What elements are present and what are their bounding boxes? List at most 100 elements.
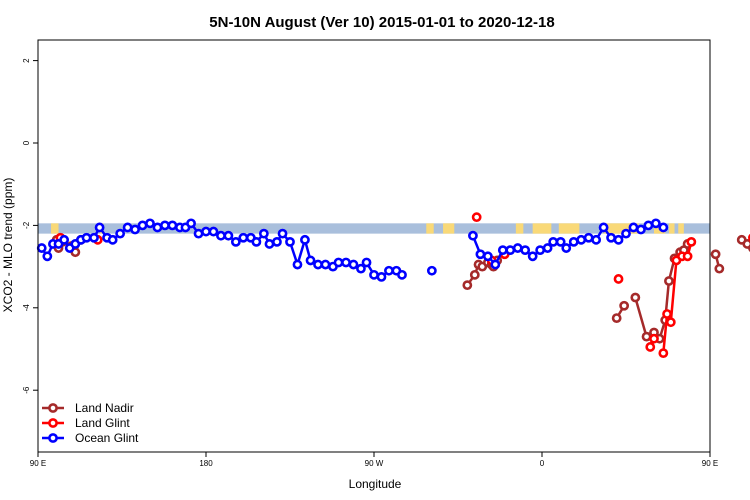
data-point xyxy=(42,251,53,262)
data-point xyxy=(348,259,359,270)
data-point xyxy=(576,234,587,245)
data-point xyxy=(376,271,387,282)
data-point xyxy=(36,243,47,253)
series-land-nadir xyxy=(51,234,750,344)
data-point xyxy=(645,342,656,352)
data-point xyxy=(277,228,288,239)
data-point xyxy=(426,265,437,276)
legend-label: Land Glint xyxy=(75,416,130,430)
data-point xyxy=(107,234,118,245)
data-point xyxy=(613,234,624,245)
data-point xyxy=(628,222,639,233)
x-axis: 90 E 180 90 W 0 90 E xyxy=(30,452,718,468)
data-point xyxy=(201,226,211,237)
data-point xyxy=(471,212,482,223)
ocean-band xyxy=(38,223,710,234)
data-point xyxy=(272,236,282,247)
data-point xyxy=(658,222,669,233)
data-point xyxy=(613,274,624,284)
data-point xyxy=(591,234,602,245)
legend-label: Ocean Glint xyxy=(75,431,139,445)
data-point xyxy=(682,251,693,262)
data-point xyxy=(216,230,226,241)
data-point xyxy=(81,232,92,243)
data-point xyxy=(258,228,269,239)
data-point xyxy=(152,222,163,233)
land-band xyxy=(515,223,524,234)
data-point xyxy=(482,251,493,262)
y-tick-label: -6 xyxy=(22,386,31,394)
data-point xyxy=(130,224,140,235)
plot-frame xyxy=(37,39,711,453)
legend-label: Land Nadir xyxy=(75,401,134,415)
land-band xyxy=(443,223,455,234)
y-tick-label: 0 xyxy=(22,140,31,145)
data-point xyxy=(193,228,204,239)
data-point xyxy=(621,228,631,239)
y-axis-label: XCO2 - MLO trend (ppm) xyxy=(1,178,15,313)
data-point xyxy=(636,224,646,235)
data-point xyxy=(313,259,323,270)
data-point xyxy=(475,249,486,260)
data-point xyxy=(361,257,372,268)
land-band xyxy=(668,223,675,234)
data-point xyxy=(208,226,219,237)
legend-marker xyxy=(48,418,58,428)
data-point xyxy=(145,218,155,229)
data-point xyxy=(186,218,196,229)
data-point xyxy=(292,259,303,270)
data-point xyxy=(742,239,750,249)
data-point xyxy=(665,317,676,328)
data-point xyxy=(555,236,566,247)
land-band xyxy=(532,223,552,234)
y-axis: 2 0 -2 -4 -6 xyxy=(22,58,38,394)
data-point xyxy=(167,220,178,231)
y-tick-label: -2 xyxy=(22,221,31,229)
land-band xyxy=(558,223,580,234)
data-point xyxy=(115,228,126,239)
x-tick-label: 0 xyxy=(540,459,545,468)
data-point xyxy=(598,222,609,233)
data-point xyxy=(520,245,531,256)
data-point xyxy=(542,243,553,253)
data-point xyxy=(641,331,652,342)
data-point xyxy=(643,220,654,231)
data-point xyxy=(548,236,559,247)
x-tick-label: 90 W xyxy=(365,459,384,468)
data-point xyxy=(664,276,674,286)
data-point xyxy=(714,263,725,274)
data-point xyxy=(238,232,249,243)
y-tick-label: 2 xyxy=(22,58,31,63)
data-point xyxy=(462,280,473,291)
data-point xyxy=(568,236,579,247)
legend-marker xyxy=(48,433,58,443)
series-land-glint xyxy=(55,212,750,359)
data-point xyxy=(356,263,366,274)
data-point xyxy=(686,236,697,247)
data-point xyxy=(285,236,295,247)
chart-title: 5N-10N August (Ver 10) 2015-01-01 to 202… xyxy=(209,14,554,31)
data-point xyxy=(512,243,523,253)
data-point xyxy=(619,300,630,311)
data-point xyxy=(230,236,241,247)
data-point xyxy=(341,257,351,268)
data-point xyxy=(137,220,148,231)
data-point xyxy=(369,269,379,280)
data-point xyxy=(535,245,546,256)
x-tick-label: 90 E xyxy=(30,459,46,468)
plot-series xyxy=(36,212,750,359)
x-axis-label: Longitude xyxy=(349,477,402,491)
legend-marker xyxy=(48,403,58,413)
data-point xyxy=(89,232,99,243)
data-point xyxy=(469,269,480,280)
x-tick-label: 180 xyxy=(199,459,213,468)
data-point xyxy=(320,259,331,270)
data-point xyxy=(662,309,672,319)
data-point xyxy=(160,220,170,231)
data-point xyxy=(384,265,394,276)
series-ocean-glint xyxy=(36,218,669,282)
data-point xyxy=(505,245,516,256)
land-band xyxy=(603,223,640,234)
data-point xyxy=(305,255,316,266)
